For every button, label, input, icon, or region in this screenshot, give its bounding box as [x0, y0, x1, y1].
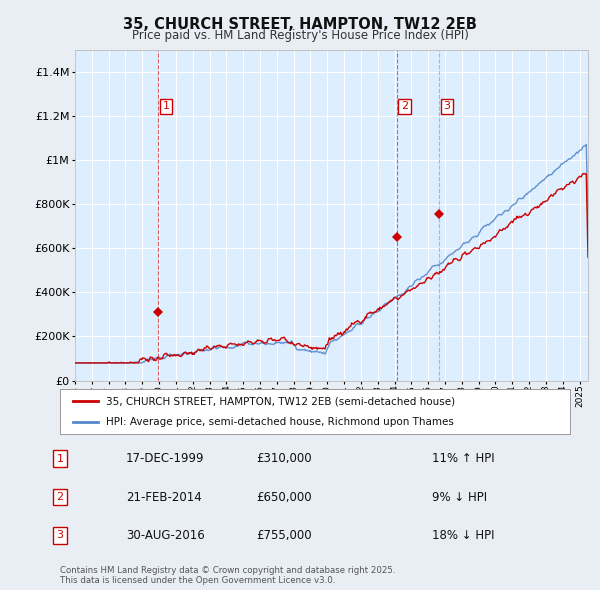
Text: 3: 3	[56, 530, 64, 540]
Text: 1: 1	[163, 101, 170, 112]
Text: 17-DEC-1999: 17-DEC-1999	[126, 452, 205, 466]
Text: 3: 3	[443, 101, 451, 112]
Text: 35, CHURCH STREET, HAMPTON, TW12 2EB (semi-detached house): 35, CHURCH STREET, HAMPTON, TW12 2EB (se…	[106, 396, 455, 407]
Text: £650,000: £650,000	[256, 490, 312, 504]
Text: 35, CHURCH STREET, HAMPTON, TW12 2EB: 35, CHURCH STREET, HAMPTON, TW12 2EB	[123, 17, 477, 31]
Text: 1: 1	[56, 454, 64, 464]
Text: Price paid vs. HM Land Registry's House Price Index (HPI): Price paid vs. HM Land Registry's House …	[131, 30, 469, 42]
Text: 2: 2	[56, 492, 64, 502]
Text: HPI: Average price, semi-detached house, Richmond upon Thames: HPI: Average price, semi-detached house,…	[106, 417, 454, 427]
Text: 9% ↓ HPI: 9% ↓ HPI	[432, 490, 487, 504]
Text: £755,000: £755,000	[256, 529, 312, 542]
Text: 2: 2	[401, 101, 408, 112]
Text: Contains HM Land Registry data © Crown copyright and database right 2025.
This d: Contains HM Land Registry data © Crown c…	[60, 566, 395, 585]
Text: £310,000: £310,000	[256, 452, 312, 466]
Text: 11% ↑ HPI: 11% ↑ HPI	[432, 452, 494, 466]
Text: 30-AUG-2016: 30-AUG-2016	[126, 529, 205, 542]
Text: 21-FEB-2014: 21-FEB-2014	[126, 490, 202, 504]
Text: 18% ↓ HPI: 18% ↓ HPI	[432, 529, 494, 542]
